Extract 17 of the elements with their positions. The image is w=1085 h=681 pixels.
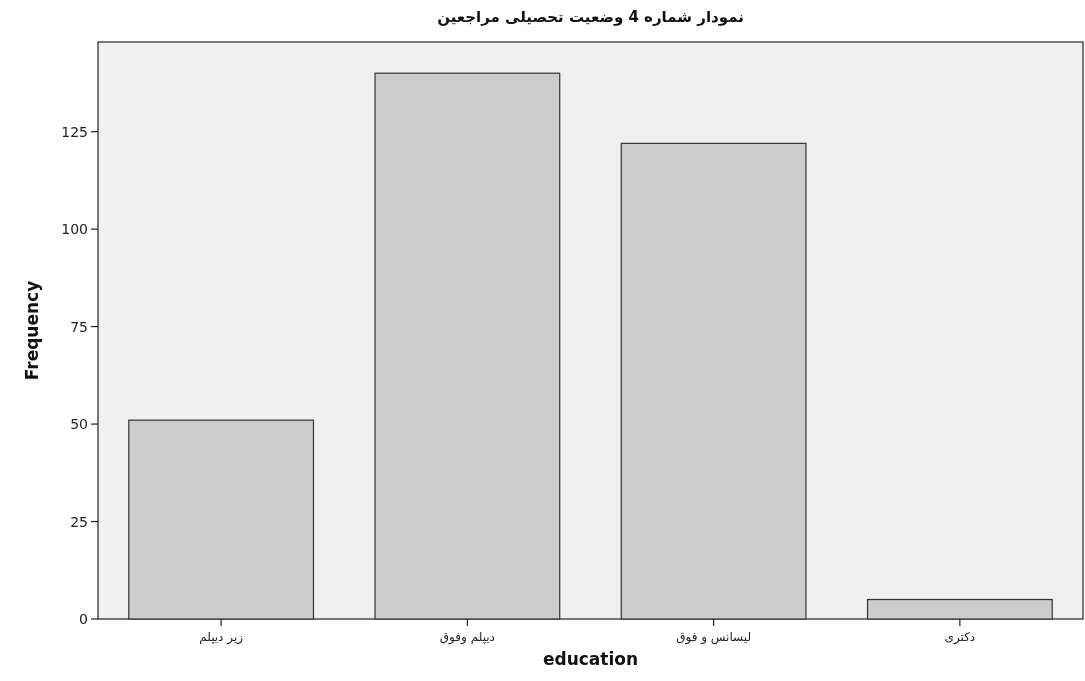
y-tick-label: 75 bbox=[70, 318, 88, 335]
x-tick-label: دکتری bbox=[944, 630, 976, 645]
y-tick-label: 0 bbox=[79, 611, 88, 627]
y-tick-label: 25 bbox=[70, 513, 88, 530]
bar bbox=[128, 419, 315, 620]
bar bbox=[866, 598, 1053, 620]
y-axis-title: Frequency bbox=[22, 280, 42, 381]
x-tick-label: دیپلم وفوق bbox=[439, 630, 495, 645]
y-tick-label: 50 bbox=[70, 416, 88, 433]
bar bbox=[620, 142, 807, 620]
x-tick-label: لیسانس و فوق bbox=[676, 630, 752, 645]
y-tick-label: 125 bbox=[61, 123, 88, 140]
bar bbox=[374, 72, 561, 620]
y-tick-label: 100 bbox=[61, 221, 88, 238]
x-axis-title: education bbox=[542, 649, 639, 669]
x-tick-label: زیر دیپلم bbox=[199, 630, 244, 645]
chart-title: نمودار شماره 4 وضعیت تحصیلی مراجعین bbox=[437, 8, 744, 26]
